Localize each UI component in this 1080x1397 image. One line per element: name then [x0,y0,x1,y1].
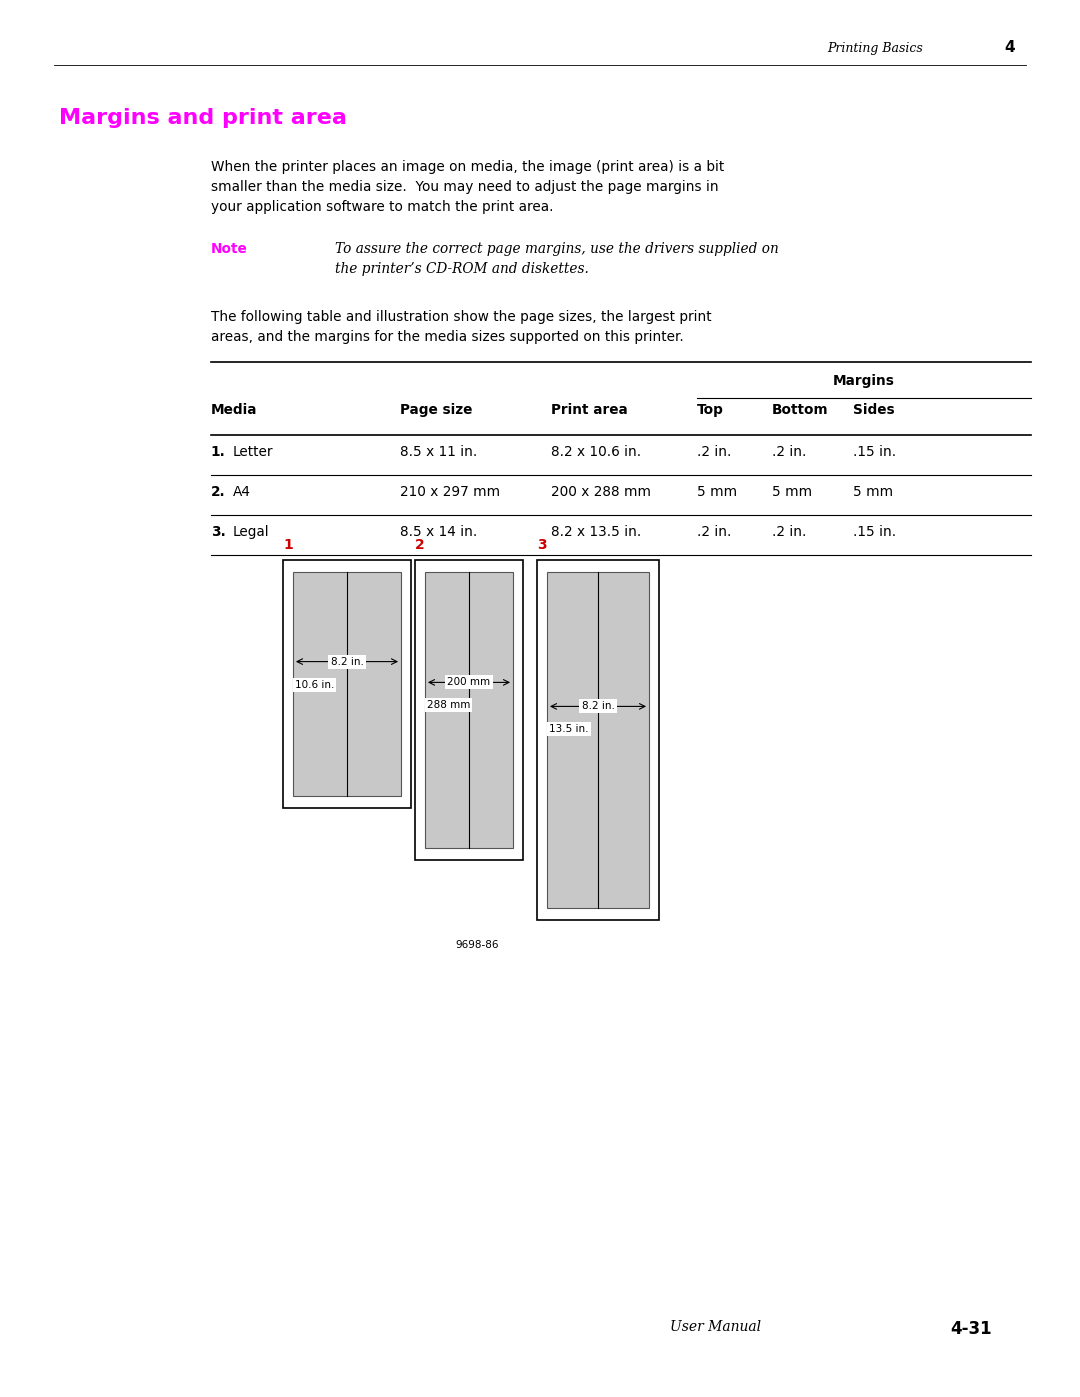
Text: .15 in.: .15 in. [853,446,896,460]
Text: 9698-86: 9698-86 [456,940,499,950]
Text: Note: Note [211,242,247,256]
Bar [546,571,649,908]
Text: 1.: 1. [211,446,226,460]
Bar [415,560,523,861]
Text: areas, and the margins for the media sizes supported on this printer.: areas, and the margins for the media siz… [211,330,684,344]
Text: 8.2 in.: 8.2 in. [581,701,615,711]
Text: .2 in.: .2 in. [697,525,731,539]
Text: 210 x 297 mm: 210 x 297 mm [400,485,500,499]
Text: .2 in.: .2 in. [772,525,807,539]
Text: 288 mm: 288 mm [427,700,471,711]
Text: 8.2 x 13.5 in.: 8.2 x 13.5 in. [551,525,642,539]
Text: 3: 3 [537,538,546,552]
Text: 3.: 3. [211,525,226,539]
Text: 5 mm: 5 mm [697,485,737,499]
Text: Letter: Letter [232,446,273,460]
Text: .2 in.: .2 in. [697,446,731,460]
Text: 8.2 x 10.6 in.: 8.2 x 10.6 in. [551,446,640,460]
Text: 200 x 288 mm: 200 x 288 mm [551,485,651,499]
Text: Page size: Page size [400,402,472,416]
Text: your application software to match the print area.: your application software to match the p… [211,200,553,214]
Text: A4: A4 [232,485,251,499]
Text: 2: 2 [415,538,424,552]
Bar [537,560,659,921]
Text: Printing Basics: Printing Basics [827,42,923,54]
Text: the printer’s CD-ROM and diskettes.: the printer’s CD-ROM and diskettes. [335,263,589,277]
Text: .2 in.: .2 in. [772,446,807,460]
Text: .15 in.: .15 in. [853,525,896,539]
Text: User Manual: User Manual [670,1320,760,1334]
Text: 4: 4 [1004,41,1015,54]
Text: Media: Media [211,402,257,416]
Text: 4-31: 4-31 [950,1320,993,1338]
Text: 13.5 in.: 13.5 in. [549,725,589,735]
Text: Margins: Margins [833,374,895,388]
Bar [293,571,401,796]
Text: 2.: 2. [211,485,226,499]
Text: The following table and illustration show the page sizes, the largest print: The following table and illustration sho… [211,310,712,324]
Text: Margins and print area: Margins and print area [59,108,348,129]
Text: Bottom: Bottom [772,402,828,416]
Text: 8.5 x 11 in.: 8.5 x 11 in. [400,446,477,460]
Text: 8.2 in.: 8.2 in. [330,657,364,666]
Text: Top: Top [697,402,724,416]
Text: Sides: Sides [853,402,895,416]
Bar [283,560,411,807]
Text: When the printer places an image on media, the image (print area) is a bit: When the printer places an image on medi… [211,161,724,175]
Text: smaller than the media size.  You may need to adjust the page margins in: smaller than the media size. You may nee… [211,180,718,194]
Bar [426,571,513,848]
Text: 5 mm: 5 mm [772,485,812,499]
Text: 200 mm: 200 mm [447,678,490,687]
Text: To assure the correct page margins, use the drivers supplied on: To assure the correct page margins, use … [335,242,779,256]
Text: 1: 1 [283,538,293,552]
Text: Legal: Legal [232,525,269,539]
Text: 10.6 in.: 10.6 in. [295,679,335,690]
Text: Print area: Print area [551,402,627,416]
Text: 5 mm: 5 mm [853,485,893,499]
Text: 8.5 x 14 in.: 8.5 x 14 in. [400,525,477,539]
